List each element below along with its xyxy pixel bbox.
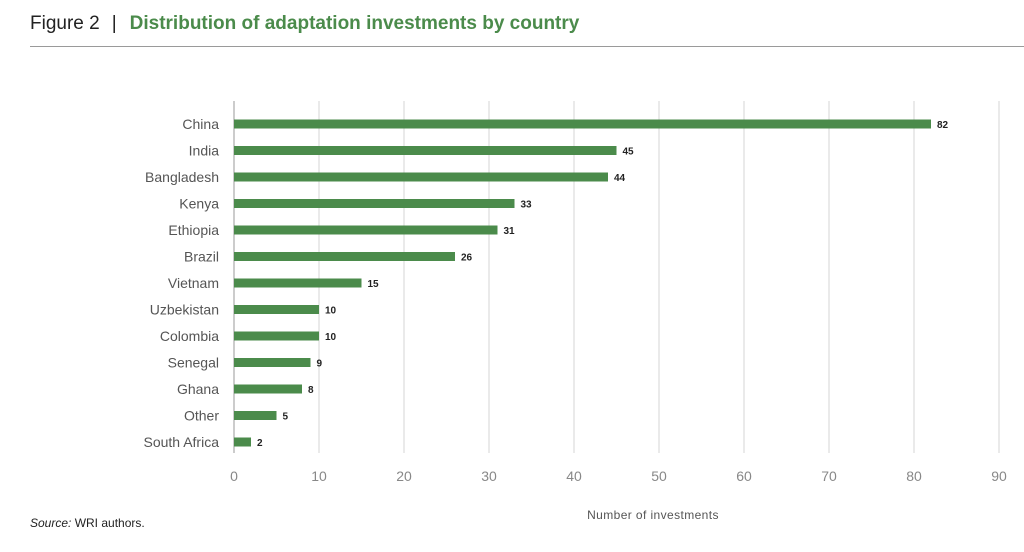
bar [234, 146, 617, 155]
data-label: 82 [937, 120, 949, 131]
category-label: China [182, 116, 219, 132]
category-label: Ethiopia [168, 222, 219, 238]
bar [234, 358, 311, 367]
bar [234, 384, 302, 394]
source-label: Source: [30, 516, 72, 530]
bar [234, 411, 277, 420]
x-tick-label: 50 [651, 468, 667, 484]
bar [234, 437, 251, 447]
category-label: Senegal [168, 355, 219, 371]
bar [234, 199, 515, 208]
data-label: 31 [504, 226, 516, 237]
category-label: South Africa [144, 434, 220, 450]
data-label: 10 [325, 306, 337, 317]
data-label: 33 [521, 200, 533, 211]
data-label: 44 [614, 173, 626, 184]
source-text: WRI authors. [71, 516, 145, 530]
category-label: Brazil [184, 249, 219, 265]
data-label: 26 [461, 253, 473, 264]
data-label: 8 [308, 385, 314, 396]
figure-separator: | [111, 13, 117, 34]
figure-header: Figure 2 | Distribution of adaptation in… [30, 10, 579, 38]
category-label: Ghana [177, 381, 219, 397]
data-label: 2 [257, 438, 263, 449]
category-label: Colombia [160, 328, 219, 344]
bar [234, 305, 319, 314]
x-tick-label: 80 [906, 468, 922, 484]
data-label: 10 [325, 332, 337, 343]
header-divider [30, 46, 1024, 47]
data-label: 9 [317, 359, 323, 370]
x-tick-label: 30 [481, 468, 497, 484]
bar [234, 331, 319, 341]
x-tick-label: 0 [230, 468, 238, 484]
data-label: 15 [368, 279, 380, 290]
figure-title: Distribution of adaptation investments b… [129, 13, 580, 34]
x-tick-label: 90 [991, 468, 1007, 484]
x-tick-label: 20 [396, 468, 412, 484]
x-tick-label: 40 [566, 468, 582, 484]
bar [234, 252, 455, 261]
category-label: Uzbekistan [150, 302, 219, 318]
source-note: Source: WRI authors. [30, 516, 145, 530]
data-label: 5 [283, 412, 289, 423]
x-tick-label: 10 [311, 468, 327, 484]
bar [234, 225, 498, 235]
category-label: Other [184, 408, 219, 424]
bar [234, 119, 931, 129]
bar [234, 278, 362, 288]
x-axis-title: Number of investments [587, 508, 719, 522]
category-label: Kenya [179, 196, 219, 212]
x-tick-label: 60 [736, 468, 752, 484]
bar [234, 172, 608, 182]
data-label: 45 [623, 147, 635, 158]
category-label: Vietnam [168, 275, 219, 291]
figure-label: Figure 2 [30, 13, 100, 34]
category-label: Bangladesh [145, 169, 219, 185]
category-label: India [189, 143, 220, 159]
x-tick-label: 70 [821, 468, 837, 484]
